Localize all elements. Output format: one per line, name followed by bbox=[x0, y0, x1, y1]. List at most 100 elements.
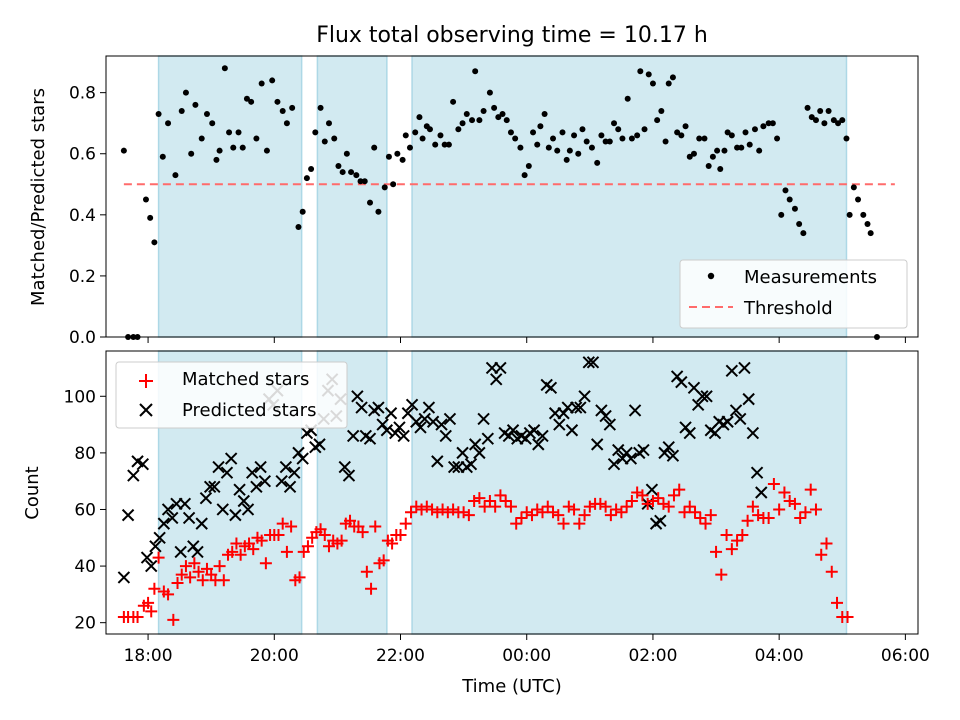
predicted-point bbox=[481, 432, 495, 445]
measurement-point bbox=[682, 123, 689, 130]
x-tick-label: 18:00 bbox=[124, 646, 173, 666]
measurement-point bbox=[178, 107, 185, 114]
measurement-point bbox=[804, 104, 811, 111]
measurement-point bbox=[512, 135, 519, 142]
measurement-point bbox=[419, 135, 426, 142]
matched-point bbox=[568, 503, 581, 516]
matched-point bbox=[142, 596, 155, 609]
predicted-point bbox=[422, 401, 436, 414]
measurement-point bbox=[678, 132, 685, 139]
predicted-point bbox=[405, 398, 419, 411]
bottom-shaded-interval-3 bbox=[411, 350, 848, 635]
measurement-point bbox=[751, 126, 758, 133]
predicted-point bbox=[645, 483, 659, 496]
matched-point bbox=[710, 545, 723, 558]
matched-point bbox=[259, 557, 272, 570]
measurement-point bbox=[566, 147, 573, 154]
measurement-point bbox=[537, 123, 544, 130]
matched-point bbox=[804, 483, 817, 496]
predicted-point bbox=[241, 503, 255, 516]
measurement-point bbox=[517, 144, 524, 151]
matched-point bbox=[778, 486, 791, 499]
measurement-point bbox=[295, 224, 302, 231]
measurement-point bbox=[165, 120, 172, 127]
measurement-point bbox=[843, 135, 850, 142]
predicted-point bbox=[199, 491, 213, 505]
matched-point bbox=[520, 506, 533, 519]
top-y-tick-label: 0.2 bbox=[69, 267, 96, 287]
measurement-point bbox=[312, 129, 319, 136]
measurement-point bbox=[821, 120, 828, 127]
measurement-point bbox=[213, 156, 220, 163]
matched-point bbox=[667, 489, 680, 502]
measurement-point bbox=[571, 132, 578, 139]
measurement-point bbox=[283, 120, 290, 127]
measurement-point bbox=[308, 166, 315, 173]
bottom-y-tick-label: 40 bbox=[74, 557, 96, 577]
matched-point bbox=[794, 511, 807, 524]
measurement-point bbox=[269, 77, 276, 84]
matched-point bbox=[515, 511, 528, 524]
predicted-point bbox=[729, 404, 743, 417]
bottom-y-ticks: 20 40 60 80 100 bbox=[64, 387, 106, 634]
predicted-point bbox=[527, 424, 541, 437]
measurement-point bbox=[192, 101, 199, 108]
predicted-point bbox=[662, 441, 675, 454]
measurement-point bbox=[624, 95, 631, 102]
measurement-point bbox=[172, 172, 179, 179]
measurement-point bbox=[390, 181, 397, 188]
matched-point bbox=[499, 494, 512, 507]
matched-point bbox=[689, 506, 702, 519]
matched-point bbox=[799, 506, 812, 519]
measurement-point bbox=[335, 162, 342, 169]
measurement-point bbox=[381, 184, 388, 191]
measurement-point bbox=[669, 74, 676, 81]
top-y-tick-label: 0.4 bbox=[69, 206, 96, 226]
predicted-point bbox=[464, 457, 478, 471]
bottom-legend: Matched stars Predicted stars bbox=[115, 361, 348, 429]
predicted-point bbox=[153, 531, 166, 544]
predicted-point bbox=[700, 390, 713, 403]
measurement-point bbox=[701, 135, 708, 142]
predicted-point bbox=[742, 392, 755, 406]
measurement-point bbox=[717, 166, 724, 173]
matched-point bbox=[720, 528, 733, 541]
bottom-y-tick-label: 60 bbox=[74, 500, 96, 520]
measurement-point bbox=[469, 117, 476, 124]
predicted-point bbox=[117, 571, 131, 584]
measurement-point bbox=[406, 144, 413, 151]
predicted-point bbox=[696, 390, 709, 403]
matched-point bbox=[356, 526, 369, 539]
predicted-point bbox=[203, 480, 217, 494]
measurement-point bbox=[221, 65, 228, 72]
measurement-point bbox=[705, 162, 712, 169]
predicted-point bbox=[187, 540, 200, 553]
matched-point bbox=[662, 500, 675, 513]
measurement-point bbox=[782, 187, 789, 194]
predicted-point bbox=[473, 446, 486, 460]
measurement-point bbox=[696, 135, 703, 142]
matched-point bbox=[447, 503, 460, 516]
matched-point bbox=[441, 506, 454, 519]
legend-predicted-marker bbox=[139, 403, 153, 417]
measurement-point bbox=[147, 214, 154, 221]
matched-point bbox=[226, 545, 239, 558]
predicted-point bbox=[233, 483, 246, 496]
predicted-point bbox=[675, 375, 688, 389]
measurement-point bbox=[641, 126, 648, 133]
measurement-point bbox=[534, 141, 541, 148]
matched-point bbox=[652, 492, 665, 505]
measurement-point bbox=[198, 135, 205, 142]
matched-point bbox=[788, 497, 801, 510]
matched-point bbox=[167, 613, 180, 626]
matched-point bbox=[525, 509, 538, 522]
top-panel: 0.00.20.40.60.8 Matched/Predicted stars … bbox=[28, 55, 919, 348]
measurement-point bbox=[357, 178, 364, 185]
predicted-point bbox=[578, 390, 591, 403]
predicted-point bbox=[494, 361, 507, 375]
predicted-point bbox=[346, 429, 360, 443]
predicted-point bbox=[746, 426, 760, 440]
bottom-x-ticks: 18:00 20:00 22:00 00:00 02:00 04:00 06:00 bbox=[124, 634, 930, 666]
legend-matched-marker bbox=[139, 374, 153, 388]
measurement-point bbox=[209, 120, 216, 127]
